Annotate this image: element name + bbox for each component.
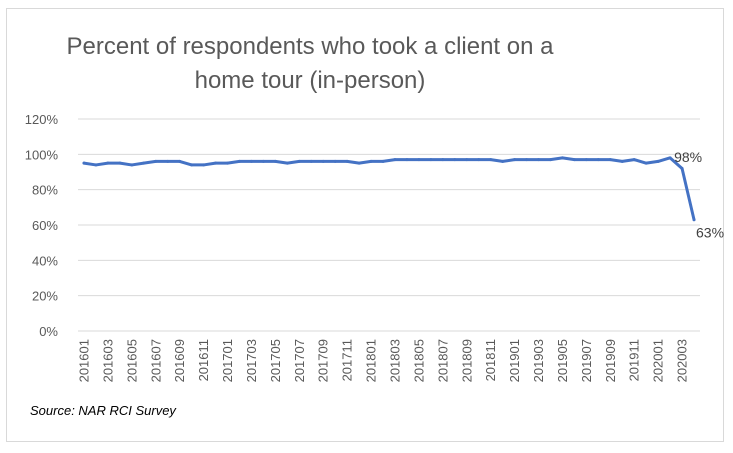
data-point bbox=[106, 161, 110, 165]
series-line bbox=[82, 156, 696, 222]
data-point bbox=[548, 158, 552, 162]
x-tick-label: 201705 bbox=[268, 339, 283, 382]
data-point bbox=[357, 161, 361, 165]
x-tick-label: 201811 bbox=[483, 339, 498, 381]
data-labels: 98% 63% bbox=[674, 149, 724, 241]
x-tick-label: 201909 bbox=[603, 339, 618, 382]
x-tick-label: 201605 bbox=[124, 339, 139, 382]
x-tick-label: 201805 bbox=[411, 339, 426, 382]
data-point bbox=[489, 158, 493, 162]
data-point bbox=[178, 159, 182, 163]
source-note: Source: NAR RCI Survey bbox=[30, 403, 176, 418]
series-layer bbox=[82, 156, 696, 222]
y-axis-tick-labels: 0% 20% 40% 60% 80% 100% 120% bbox=[25, 112, 59, 339]
data-point bbox=[584, 158, 588, 162]
data-point bbox=[297, 159, 301, 163]
data-label: 63% bbox=[696, 225, 724, 241]
data-point bbox=[513, 158, 517, 162]
data-point bbox=[214, 161, 218, 165]
y-tick-label: 100% bbox=[25, 147, 59, 162]
data-point bbox=[345, 159, 349, 163]
y-tick-label: 40% bbox=[32, 253, 58, 268]
x-tick-label: 202001 bbox=[651, 339, 666, 382]
data-point bbox=[429, 158, 433, 162]
data-point bbox=[417, 158, 421, 162]
x-tick-label: 201603 bbox=[100, 339, 115, 382]
data-point bbox=[572, 158, 576, 162]
data-point bbox=[453, 158, 457, 162]
data-point bbox=[321, 159, 325, 163]
data-point bbox=[560, 156, 564, 160]
x-tick-label: 201611 bbox=[196, 339, 211, 381]
data-point bbox=[309, 159, 313, 163]
data-point bbox=[596, 158, 600, 162]
x-tick-label: 201709 bbox=[316, 339, 331, 382]
y-tick-label: 60% bbox=[32, 218, 58, 233]
data-point bbox=[94, 163, 98, 167]
data-point bbox=[130, 163, 134, 167]
x-tick-label: 201707 bbox=[292, 339, 307, 382]
data-point bbox=[237, 159, 241, 163]
data-point bbox=[226, 161, 230, 165]
data-label: 98% bbox=[674, 149, 702, 165]
data-point bbox=[668, 156, 672, 160]
data-point bbox=[644, 161, 648, 165]
data-point bbox=[692, 218, 696, 222]
data-point bbox=[656, 159, 660, 163]
data-point bbox=[118, 161, 122, 165]
data-point bbox=[273, 159, 277, 163]
y-tick-label: 0% bbox=[39, 324, 58, 339]
y-tick-label: 20% bbox=[32, 289, 58, 304]
x-axis-tick-labels: 201601 201603 201605 201607 201609 201611 2017… bbox=[76, 339, 689, 382]
x-tick-label: 201809 bbox=[459, 339, 474, 382]
data-point bbox=[82, 161, 86, 165]
x-tick-label: 201801 bbox=[364, 339, 379, 382]
data-point bbox=[261, 159, 265, 163]
x-tick-label: 201609 bbox=[172, 339, 187, 382]
data-point bbox=[166, 159, 170, 163]
data-point bbox=[620, 159, 624, 163]
data-point bbox=[285, 161, 289, 165]
data-point bbox=[465, 158, 469, 162]
data-point bbox=[632, 158, 636, 162]
x-tick-label: 201905 bbox=[555, 339, 570, 382]
x-tick-label: 201701 bbox=[220, 339, 235, 382]
x-tick-label: 201703 bbox=[244, 339, 259, 382]
x-tick-label: 201901 bbox=[507, 339, 522, 382]
x-tick-label: 201711 bbox=[340, 339, 355, 381]
x-tick-label: 201907 bbox=[579, 339, 594, 382]
chart-title: Percent of respondents who took a client… bbox=[66, 33, 554, 94]
data-point bbox=[405, 158, 409, 162]
data-point bbox=[477, 158, 481, 162]
data-point bbox=[537, 158, 541, 162]
gridlines bbox=[78, 118, 700, 332]
y-tick-label: 120% bbox=[25, 112, 59, 127]
data-point bbox=[680, 166, 684, 170]
data-point bbox=[525, 158, 529, 162]
data-point bbox=[608, 158, 612, 162]
x-tick-label: 201807 bbox=[435, 339, 450, 382]
y-tick-label: 80% bbox=[32, 183, 58, 198]
x-tick-label: 202003 bbox=[675, 339, 690, 382]
x-tick-label: 201903 bbox=[531, 339, 546, 382]
data-point bbox=[249, 159, 253, 163]
data-point bbox=[441, 158, 445, 162]
data-point bbox=[381, 159, 385, 163]
data-point bbox=[142, 161, 146, 165]
data-point bbox=[369, 159, 373, 163]
data-point bbox=[190, 163, 194, 167]
data-point bbox=[154, 159, 158, 163]
data-point bbox=[501, 159, 505, 163]
data-point bbox=[202, 163, 206, 167]
x-tick-label: 201601 bbox=[76, 339, 91, 382]
data-point bbox=[393, 158, 397, 162]
x-tick-label: 201803 bbox=[387, 339, 402, 382]
x-tick-label: 201911 bbox=[627, 339, 642, 381]
x-tick-label: 201607 bbox=[148, 339, 163, 382]
data-point bbox=[333, 159, 337, 163]
